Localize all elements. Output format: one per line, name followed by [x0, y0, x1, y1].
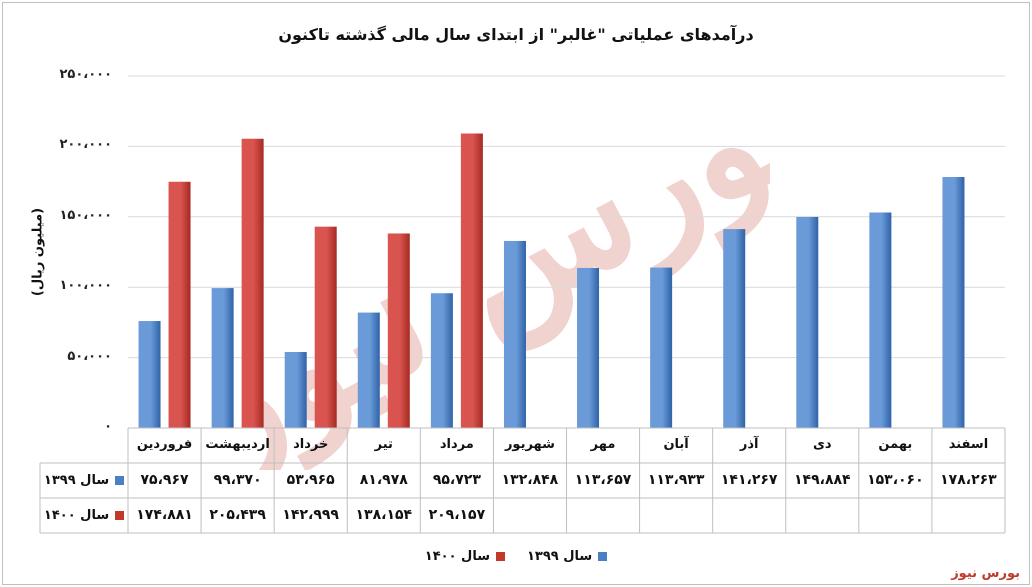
bar-1400 [241, 138, 264, 428]
legend-swatch-1400 [496, 552, 505, 561]
category-label: اردیبهشت [205, 437, 270, 452]
bar-1399 [942, 177, 965, 428]
table-cell: ۸۱،۹۷۸ [359, 472, 408, 488]
y-tick-label: ۲۰۰،۰۰۰ [59, 137, 112, 153]
table-cell: ۵۳،۹۶۵ [286, 472, 335, 488]
y-tick-label: ۱۵۰،۰۰۰ [59, 207, 112, 223]
y-tick-label: ۱۰۰،۰۰۰ [59, 278, 112, 294]
y-tick-label: ۵۰،۰۰۰ [67, 348, 112, 364]
table-row-label: سال ۱۴۰۰ [43, 508, 110, 523]
bar-1399 [650, 267, 673, 428]
table-cell: ۲۰۹،۱۵۷ [428, 507, 486, 523]
table-row-swatch [115, 511, 125, 520]
bar-1399 [796, 216, 819, 428]
bar-1399 [577, 267, 600, 428]
y-tick-label: ۰ [104, 419, 112, 434]
bar-1399 [503, 240, 526, 428]
category-label: تیر [374, 437, 393, 452]
legend-item-1400: سال ۱۴۰۰ [425, 549, 505, 564]
bar-1399 [357, 312, 380, 428]
table-cell: ۱۱۳،۹۳۳ [647, 472, 705, 488]
category-label: بهمن [878, 437, 913, 452]
table-cell: ۱۴۹،۸۸۴ [793, 472, 851, 488]
legend: سال ۱۳۹۹ سال ۱۴۰۰ [0, 549, 1032, 564]
bar-1399 [284, 352, 307, 428]
bar-1400 [168, 181, 191, 428]
category-label: اسفند [948, 437, 989, 452]
table-cell: ۷۵،۹۶۷ [140, 472, 189, 488]
table-cell: ۱۷۸،۲۶۳ [940, 472, 997, 488]
legend-label-1399: سال ۱۳۹۹ [527, 549, 593, 564]
table-cell: ۱۳۲،۸۴۸ [501, 472, 559, 488]
category-label: مهر [590, 437, 616, 452]
table-cell: ۲۰۵،۴۳۹ [209, 507, 266, 523]
legend-swatch-1399 [598, 552, 608, 561]
table-cell: ۹۵،۷۲۳ [432, 472, 481, 488]
y-tick-label: ۲۵۰،۰۰۰ [59, 67, 112, 82]
table-cell: ۱۴۱،۲۶۷ [720, 472, 778, 488]
table-cell: ۹۹،۳۷۰ [213, 472, 262, 488]
table-row-swatch [115, 476, 125, 485]
table-cell: ۱۳۸،۱۵۴ [355, 507, 413, 523]
table-row-label: سال ۱۳۹۹ [43, 473, 110, 488]
category-label: آذر [739, 437, 759, 452]
bar-1400 [387, 233, 410, 428]
table-row-header: سال ۱۴۰۰ [40, 498, 128, 533]
legend-label-1400: سال ۱۴۰۰ [424, 549, 490, 564]
category-label: خرداد [293, 437, 329, 452]
chart-title: درآمدهای عملیاتی "غالبر" از ابتدای سال م… [278, 25, 754, 44]
table-row-header: سال ۱۳۹۹ [40, 463, 128, 498]
category-label: آبان [663, 437, 689, 452]
table-cell: ۱۵۳،۰۶۰ [867, 472, 924, 488]
table-cell: ۱۱۳،۶۵۷ [574, 472, 632, 488]
source-label: بورس نیوز [951, 566, 1020, 581]
bar-1400 [460, 133, 483, 428]
table-cell: ۱۴۲،۹۹۹ [282, 507, 339, 523]
bar-1399 [138, 321, 161, 428]
bar-1399 [430, 293, 453, 428]
category-label: دی [812, 437, 832, 452]
category-label: مرداد [439, 437, 474, 452]
category-label: شهریور [504, 437, 555, 452]
bar-1400 [314, 226, 337, 428]
legend-item-1399: سال ۱۳۹۹ [527, 549, 608, 564]
bar-1399 [869, 212, 892, 428]
bar-1399 [723, 229, 746, 428]
bar-1399 [211, 288, 234, 428]
table-cell: ۱۷۴،۸۸۱ [136, 507, 193, 523]
category-label: فروردین [136, 437, 193, 452]
